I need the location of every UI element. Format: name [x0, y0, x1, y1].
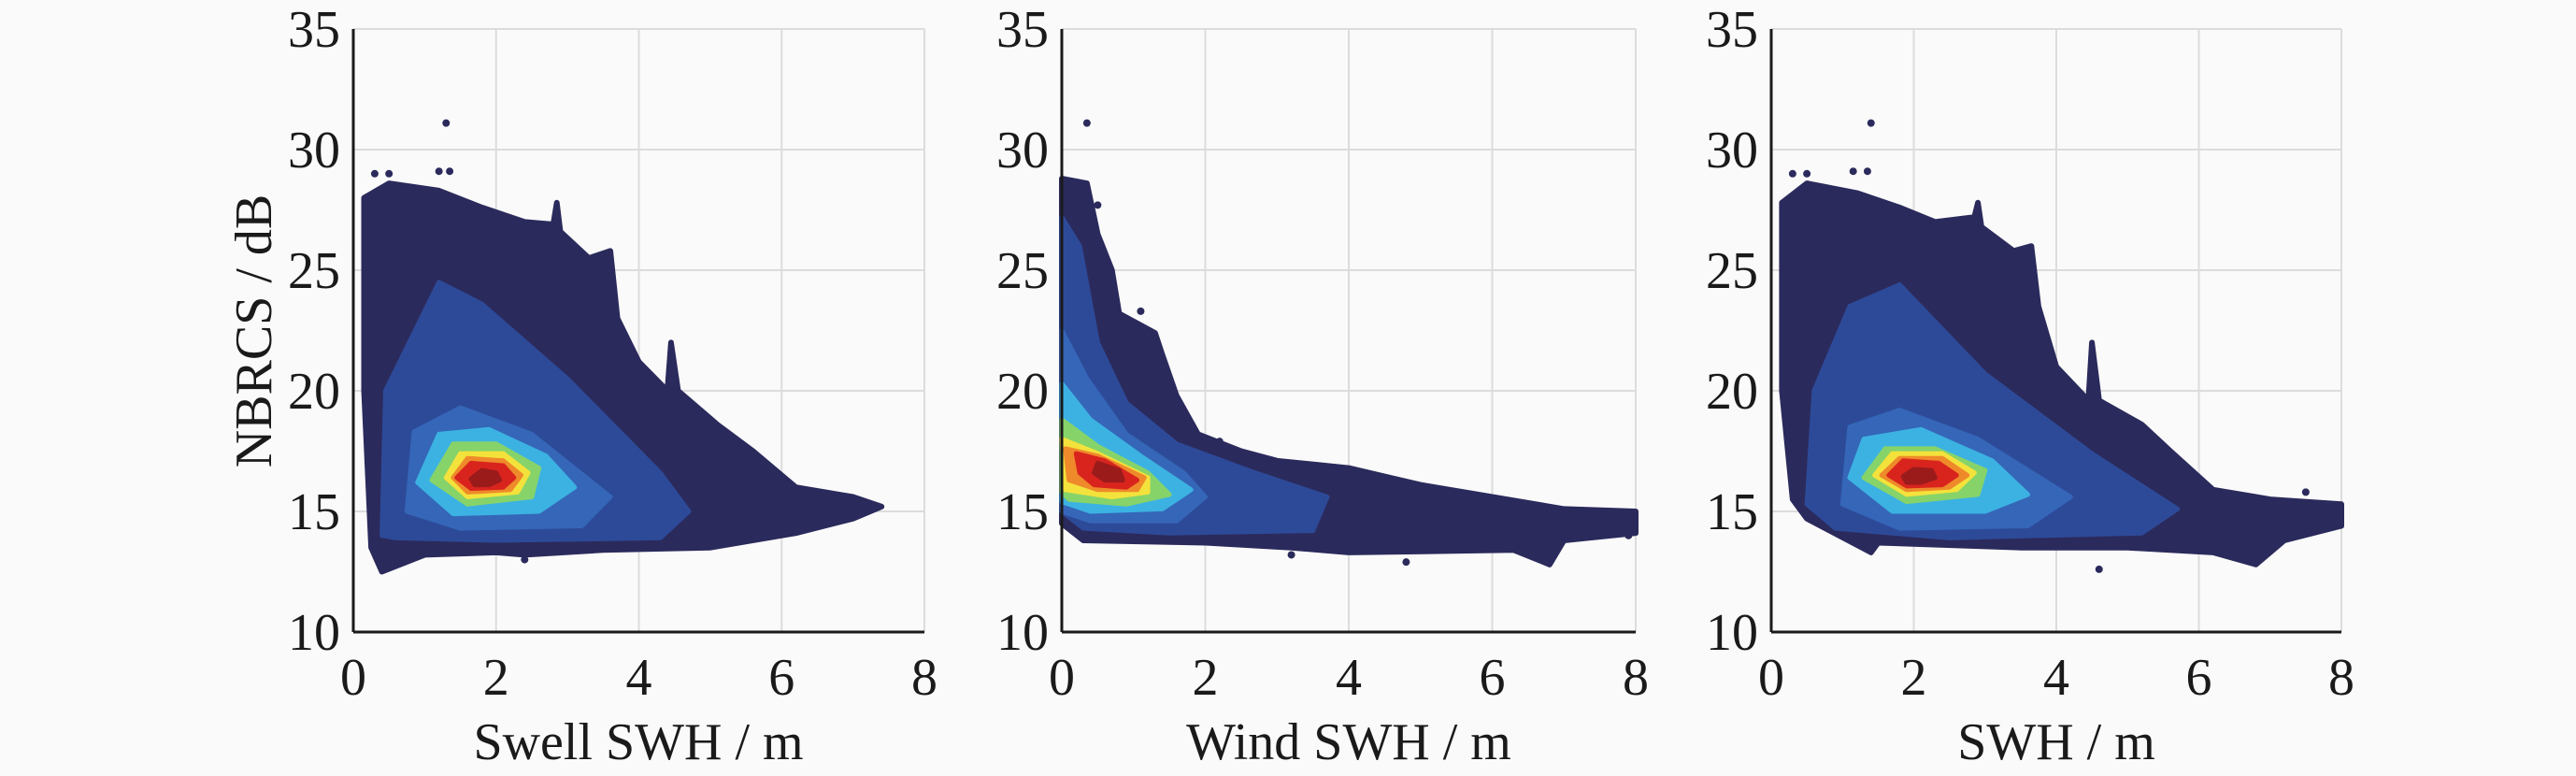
x-tick-label: 8 — [2328, 649, 2354, 707]
x-tick-label: 6 — [768, 649, 794, 707]
y-tick-label: 20 — [1706, 363, 1758, 421]
scatter-point — [1849, 167, 1857, 176]
y-tick-label: 20 — [288, 363, 340, 421]
density-level-8 — [468, 467, 503, 488]
x-tick-label: 6 — [2186, 649, 2212, 707]
y-tick-label: 25 — [288, 242, 340, 300]
x-tick-label: 0 — [1758, 649, 1784, 707]
scatter-point — [1137, 307, 1145, 315]
scatter-point — [1867, 119, 1875, 127]
y-tick-label: 15 — [1706, 483, 1758, 541]
scatter-point — [1094, 201, 1102, 209]
x-tick-label: 2 — [1901, 649, 1927, 707]
y-tick-label: 15 — [288, 483, 340, 541]
scatter-point — [2301, 488, 2310, 496]
density-level-8 — [1092, 460, 1125, 482]
scatter-point — [1402, 558, 1410, 567]
y-tick-label: 30 — [288, 122, 340, 180]
y-tick-label: 25 — [1706, 242, 1758, 300]
y-tick-label: 10 — [1706, 604, 1758, 662]
y-tick-label: 25 — [996, 242, 1049, 300]
x-tick-label: 4 — [1336, 649, 1362, 707]
y-tick-label: 35 — [288, 1, 340, 59]
y-tick-label: 35 — [1706, 1, 1758, 59]
scatter-point — [1788, 169, 1796, 178]
x-tick-label: 8 — [911, 649, 937, 707]
x-tick-label: 0 — [340, 649, 366, 707]
x-tick-label: 2 — [1193, 649, 1219, 707]
y-tick-label: 35 — [996, 1, 1049, 59]
y-tick-label: 20 — [996, 363, 1049, 421]
panel-2: 0 2 4 6 8 10 15 20 25 30 35 — [996, 1, 1649, 707]
x-tick-label: 2 — [483, 649, 509, 707]
scatter-point — [1287, 551, 1295, 559]
y-axis-label: NBRCS / dB — [225, 194, 283, 468]
scatter-point — [1082, 119, 1091, 127]
y-tick-label: 10 — [996, 604, 1049, 662]
scatter-point — [521, 555, 529, 564]
scatter-point — [385, 169, 394, 178]
scatter-point — [1624, 531, 1633, 539]
y-tick-label: 30 — [1706, 122, 1758, 180]
x-tick-label: 6 — [1480, 649, 1506, 707]
scatter-point — [1803, 169, 1811, 178]
x-axis-label-2: Wind SWH / m — [1186, 713, 1511, 771]
y-tick-label: 10 — [288, 604, 340, 662]
y-tick-label: 15 — [996, 483, 1049, 541]
x-axis-label-3: SWH / m — [1957, 713, 2155, 771]
scatter-point — [1863, 167, 1871, 176]
density-level-8 — [1900, 467, 1938, 485]
x-axis-label-1: Swell SWH / m — [473, 713, 803, 771]
x-tick-label: 8 — [1623, 649, 1649, 707]
x-tick-label: 0 — [1049, 649, 1075, 707]
scatter-point — [2095, 565, 2103, 573]
scatter-point — [442, 119, 451, 127]
panel-1: 0 2 4 6 8 10 15 20 25 30 35 — [288, 1, 937, 707]
scatter-point — [446, 167, 454, 176]
scatter-point — [370, 169, 379, 178]
x-tick-label: 4 — [626, 649, 652, 707]
scatter-point — [1215, 438, 1224, 446]
scatter-point — [435, 167, 443, 176]
panel-3: 0 2 4 6 8 10 15 20 25 30 35 — [1706, 1, 2354, 707]
y-tick-label: 30 — [996, 122, 1049, 180]
x-tick-label: 4 — [2043, 649, 2069, 707]
